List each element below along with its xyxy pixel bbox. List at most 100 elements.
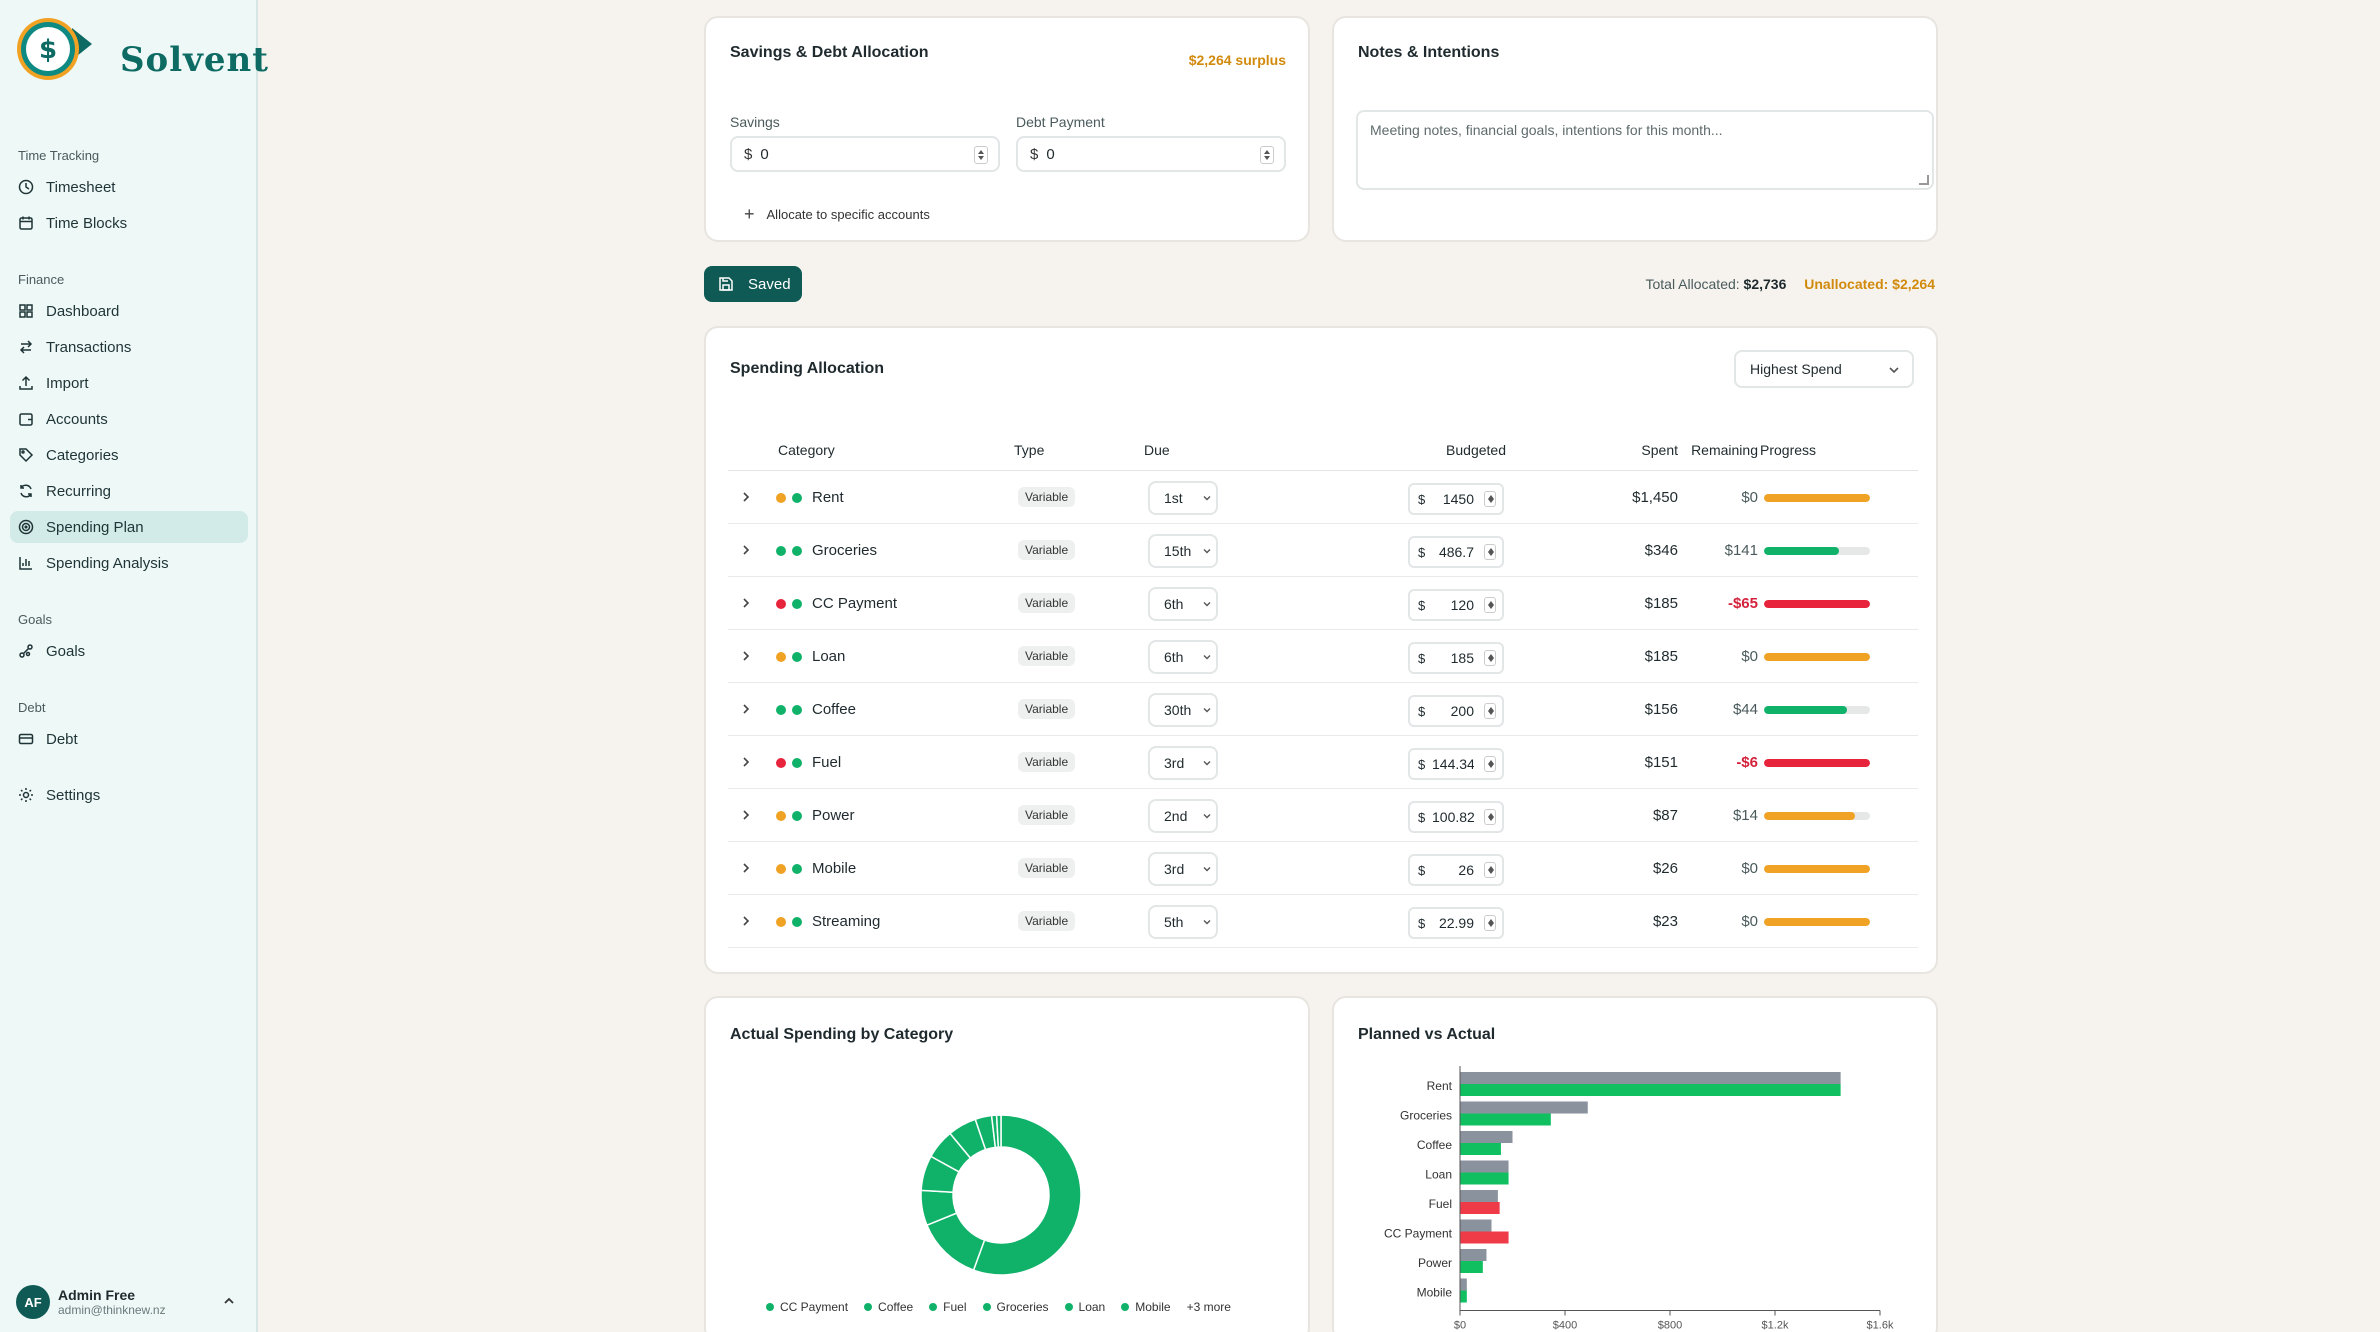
stepper-icon[interactable]	[1484, 703, 1496, 719]
table-row[interactable]: CC Payment Variable 6th $120 $185 -$65	[728, 577, 1918, 630]
chevron-right-icon[interactable]	[740, 544, 752, 556]
due-select[interactable]: 6th	[1148, 640, 1218, 674]
legend-item[interactable]: Coffee	[864, 1300, 913, 1314]
actual-bar[interactable]	[1460, 1202, 1500, 1214]
budget-input[interactable]: $22.99	[1408, 907, 1504, 939]
savings-input[interactable]: $ 0	[730, 136, 1000, 172]
actual-bar[interactable]	[1460, 1143, 1501, 1155]
legend-item[interactable]: Mobile	[1121, 1300, 1171, 1314]
sidebar-item-dashboard[interactable]: Dashboard	[10, 295, 248, 327]
budget-input[interactable]: $486.7	[1408, 536, 1504, 568]
sidebar-item-spending-analysis[interactable]: Spending Analysis	[10, 547, 248, 579]
chevron-right-icon[interactable]	[740, 862, 752, 874]
card-icon	[18, 731, 34, 747]
due-select[interactable]: 6th	[1148, 587, 1218, 621]
budget-input[interactable]: $185	[1408, 642, 1504, 674]
sidebar-item-recurring[interactable]: Recurring	[10, 475, 248, 507]
planned-bar[interactable]	[1460, 1190, 1498, 1202]
table-row[interactable]: Loan Variable 6th $185 $185 $0	[728, 630, 1918, 683]
allocate-accounts-link[interactable]: + Allocate to specific accounts	[744, 204, 930, 225]
due-select[interactable]: 1st	[1148, 481, 1218, 515]
category-tick-label: Groceries	[1400, 1109, 1452, 1123]
notes-textarea[interactable]: Meeting notes, financial goals, intentio…	[1356, 110, 1934, 190]
stepper-icon[interactable]	[1484, 491, 1496, 507]
stepper-icon[interactable]	[1484, 915, 1496, 931]
budget-input[interactable]: $26	[1408, 854, 1504, 886]
budget-input[interactable]: $120	[1408, 589, 1504, 621]
sidebar-item-accounts[interactable]: Accounts	[10, 403, 248, 435]
legend-item[interactable]: Groceries	[982, 1300, 1049, 1314]
actual-bar[interactable]	[1460, 1261, 1483, 1273]
stepper-icon[interactable]	[1260, 146, 1274, 164]
budget-value: 185	[1450, 650, 1474, 666]
currency-symbol: $	[1418, 916, 1426, 931]
chevron-right-icon[interactable]	[740, 703, 752, 715]
legend-item[interactable]: Loan	[1064, 1300, 1105, 1314]
table-row[interactable]: Groceries Variable 15th $486.7 $346 $141	[728, 524, 1918, 577]
planned-bar[interactable]	[1460, 1131, 1513, 1143]
sidebar-item-settings[interactable]: Settings	[10, 779, 248, 811]
stepper-icon[interactable]	[1484, 650, 1496, 666]
chevron-right-icon[interactable]	[740, 491, 752, 503]
debt-payment-input[interactable]: $ 0	[1016, 136, 1286, 172]
sidebar-item-timesheet[interactable]: Timesheet	[10, 171, 248, 203]
stepper-icon[interactable]	[1484, 597, 1496, 613]
planned-bar[interactable]	[1460, 1160, 1509, 1173]
sidebar-item-goals[interactable]: Goals	[10, 635, 248, 667]
planned-bar[interactable]	[1460, 1219, 1492, 1232]
planned-bar[interactable]	[1460, 1101, 1588, 1114]
table-row[interactable]: Power Variable 2nd $100.82 $87 $14	[728, 789, 1918, 842]
resize-handle-icon[interactable]	[1919, 175, 1929, 185]
planned-bar[interactable]	[1460, 1249, 1487, 1261]
planned-bar[interactable]	[1460, 1278, 1467, 1291]
sidebar-item-debt[interactable]: Debt	[10, 723, 248, 755]
sidebar-item-import[interactable]: Import	[10, 367, 248, 399]
stepper-icon[interactable]	[1484, 756, 1496, 772]
stepper-icon[interactable]	[974, 146, 988, 164]
actual-bar[interactable]	[1460, 1172, 1509, 1185]
chevron-right-icon[interactable]	[740, 756, 752, 768]
table-row[interactable]: Mobile Variable 3rd $26 $26 $0	[728, 842, 1918, 895]
due-select[interactable]: 5th	[1148, 905, 1218, 939]
table-row[interactable]: Rent Variable 1st $1450 $1,450 $0	[728, 471, 1918, 524]
sidebar-item-spending-plan[interactable]: Spending Plan	[10, 511, 248, 543]
stepper-icon[interactable]	[1484, 862, 1496, 878]
due-select[interactable]: 3rd	[1148, 746, 1218, 780]
stepper-icon[interactable]	[1484, 544, 1496, 560]
donut-slice-rent[interactable]	[972, 1114, 1082, 1276]
budget-input[interactable]: $100.82	[1408, 801, 1504, 833]
actual-bar[interactable]	[1460, 1084, 1841, 1096]
chevron-right-icon[interactable]	[740, 597, 752, 609]
actual-bar[interactable]	[1460, 1290, 1467, 1303]
sort-select[interactable]: Highest Spend	[1734, 350, 1914, 388]
budget-input[interactable]: $144.34	[1408, 748, 1504, 780]
saved-button[interactable]: Saved	[704, 266, 802, 302]
planned-bar[interactable]	[1460, 1072, 1841, 1084]
legend-more[interactable]: +3 more	[1186, 1300, 1231, 1314]
chevron-right-icon[interactable]	[740, 650, 752, 662]
due-select[interactable]: 15th	[1148, 534, 1218, 568]
progress-fill	[1764, 653, 1870, 661]
chevron-up-icon[interactable]	[222, 1294, 236, 1308]
actual-bar[interactable]	[1460, 1113, 1551, 1126]
due-select[interactable]: 3rd	[1148, 852, 1218, 886]
legend-item[interactable]: CC Payment	[766, 1300, 848, 1314]
stepper-icon[interactable]	[1484, 809, 1496, 825]
chevron-right-icon[interactable]	[740, 915, 752, 927]
due-select[interactable]: 2nd	[1148, 799, 1218, 833]
table-row[interactable]: Coffee Variable 30th $200 $156 $44	[728, 683, 1918, 736]
table-row[interactable]: Fuel Variable 3rd $144.34 $151 -$6	[728, 736, 1918, 789]
budget-input[interactable]: $200	[1408, 695, 1504, 727]
donut-slice-streaming[interactable]	[995, 1114, 1002, 1148]
user-menu[interactable]: AF Admin Free admin@thinknew.nz	[16, 1284, 244, 1320]
sidebar-item-categories[interactable]: Categories	[10, 439, 248, 471]
brand-logo[interactable]: $ Solvent	[16, 14, 268, 84]
actual-bar[interactable]	[1460, 1231, 1509, 1244]
table-row[interactable]: Streaming Variable 5th $22.99 $23 $0	[728, 895, 1918, 948]
sidebar-item-transactions[interactable]: Transactions	[10, 331, 248, 363]
budget-input[interactable]: $1450	[1408, 483, 1504, 515]
sidebar-item-time-blocks[interactable]: Time Blocks	[10, 207, 248, 239]
due-select[interactable]: 30th	[1148, 693, 1218, 727]
legend-item[interactable]: Fuel	[929, 1300, 967, 1314]
chevron-right-icon[interactable]	[740, 809, 752, 821]
